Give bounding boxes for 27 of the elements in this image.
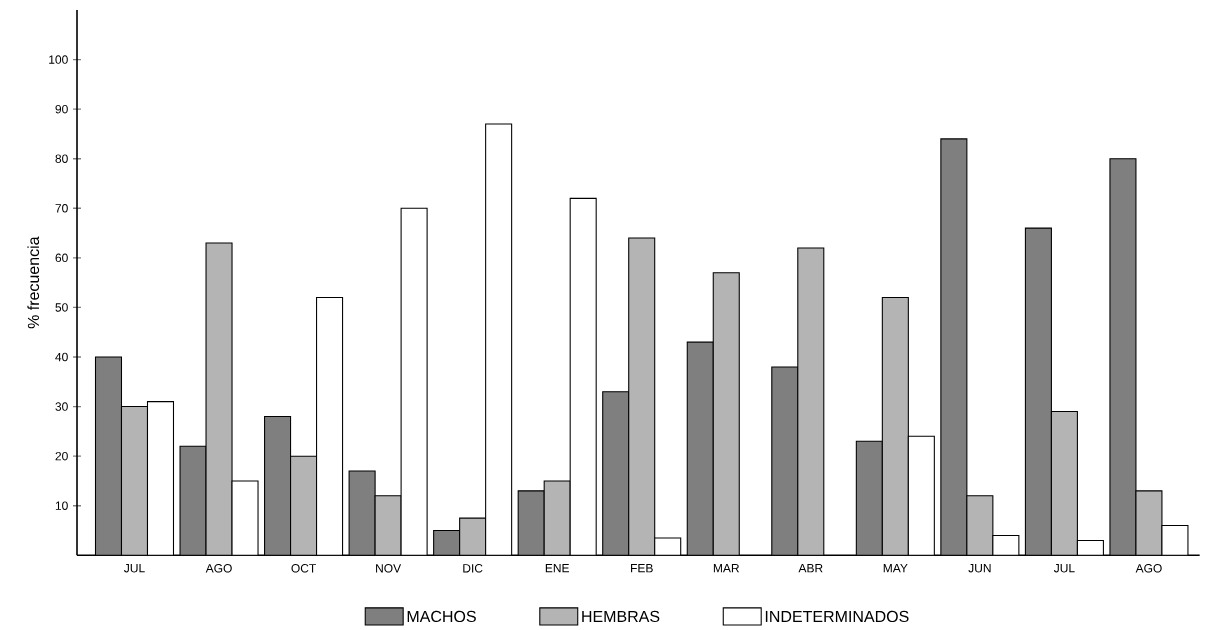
y-tick-label: 50 (55, 303, 68, 312)
x-tick-label: ABR (798, 564, 823, 573)
legend-label: HEMBRAS (582, 610, 660, 623)
y-tick-label: 90 (55, 104, 68, 114)
x-tick-label: MAY (883, 564, 908, 573)
x-tick-label: JUL (124, 564, 145, 573)
y-tick-label: 70 (55, 204, 68, 213)
x-tick-label: ENE (545, 564, 569, 573)
y-tick-label: 30 (55, 402, 68, 411)
x-tick-label: MAR (713, 564, 740, 573)
x-tick-label: JUL (1053, 564, 1075, 573)
y-tick-label: 20 (55, 451, 68, 461)
y-tick-label: 80 (55, 154, 68, 163)
x-tick-label: JUN (968, 564, 991, 573)
x-tick-label: FEB (631, 564, 653, 573)
x-tick-label: AGO (205, 564, 232, 573)
y-axis-title: % frecuencia (27, 236, 40, 329)
x-tick-label: OCT (291, 564, 316, 573)
x-tick-label: AGO (1135, 564, 1162, 573)
x-tick-label: NOV (376, 564, 402, 573)
y-tick-label: 40 (55, 352, 68, 362)
legend-label: INDETERMINADOS (765, 610, 909, 623)
y-tick-label: 100 (49, 55, 68, 64)
y-tick-label: 10 (55, 501, 68, 510)
y-tick-label: 60 (55, 253, 68, 263)
x-tick-label: DIC (463, 564, 483, 573)
legend-label: MACHOS (407, 610, 476, 623)
